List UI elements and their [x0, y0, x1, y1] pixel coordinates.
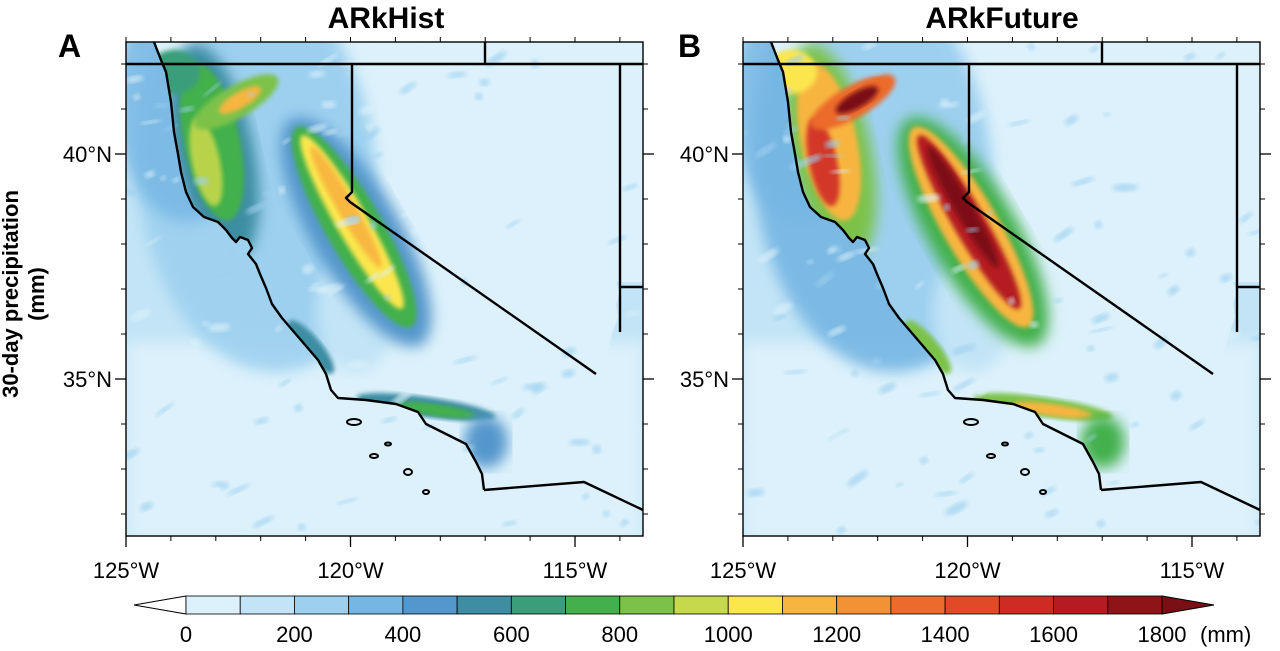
colorbar-swatch [998, 595, 1054, 615]
colorbar-max-arrow [1161, 595, 1215, 615]
colorbar-swatch [456, 595, 512, 615]
panel-a-title: ARkHist [327, 2, 445, 35]
precip-field [743, 42, 1260, 536]
state-borders [126, 42, 643, 512]
colorbar-swatch [890, 595, 946, 615]
state-borders [743, 42, 1260, 512]
colorbar-swatch [239, 595, 295, 615]
panel-b-letter: B [678, 28, 702, 64]
axis-ticks: 40°N 35°N 125°W 120°W 115°W [63, 37, 654, 583]
lon-tick-label: 125°W [93, 558, 160, 583]
colorbar-swatch [565, 595, 621, 615]
lat-tick-label: 40°N [680, 142, 729, 167]
lon-tick-label: 115°W [543, 558, 608, 583]
colorbar-swatch [836, 595, 892, 615]
colorbar-label: 1000 [704, 622, 753, 647]
precip-field [126, 42, 643, 536]
axis-ticks: 40°N 35°N 125°W 120°W 115°W [680, 37, 1271, 583]
colorbar-swatch [782, 595, 838, 615]
colorbar-swatch [294, 595, 350, 615]
colorbar-swatch [348, 595, 404, 615]
lon-tick-label: 115°W [1160, 558, 1225, 583]
lat-tick-label: 40°N [63, 142, 112, 167]
colorbar-swatch [185, 595, 241, 615]
colorbar-label: 1800 [1138, 622, 1187, 647]
lon-tick-label: 120°W [934, 558, 1001, 583]
colorbar: 0 200 400 600 800 1000 1200 1400 1600 1800 (mm) [133, 595, 1251, 647]
colorbar-swatch [1053, 595, 1109, 615]
colorbar-label: 600 [493, 622, 530, 647]
colorbar-label: 400 [385, 622, 422, 647]
panel-b-title: ARkFuture [925, 2, 1079, 35]
panel-a-map: 40°N 35°N 125°W 120°W 115°W [63, 37, 654, 583]
colorbar-label: 800 [601, 622, 638, 647]
colorbar-swatch [1107, 595, 1163, 615]
colorbar-label: 1200 [812, 622, 861, 647]
colorbar-label: 1600 [1029, 622, 1078, 647]
colorbar-swatch [944, 595, 1000, 615]
lat-tick-label: 35°N [63, 367, 112, 392]
panel-a-letter: A [58, 28, 82, 64]
lon-tick-label: 120°W [317, 558, 384, 583]
colorbar-label: 0 [180, 622, 192, 647]
colorbar-min-arrow [133, 595, 187, 615]
lon-tick-label: 125°W [710, 558, 777, 583]
colorbar-label: 1400 [921, 622, 970, 647]
colorbar-label: 200 [276, 622, 313, 647]
colorbar-swatch [727, 595, 783, 615]
lat-tick-label: 35°N [680, 367, 729, 392]
colorbar-swatch [673, 595, 729, 615]
colorbar-swatch [510, 595, 566, 615]
colorbar-unit: (mm) [1200, 622, 1251, 647]
colorbar-swatch [619, 595, 675, 615]
panel-b-map: 40°N 35°N 125°W 120°W 115°W [680, 37, 1271, 583]
colorbar-swatch [402, 595, 458, 615]
